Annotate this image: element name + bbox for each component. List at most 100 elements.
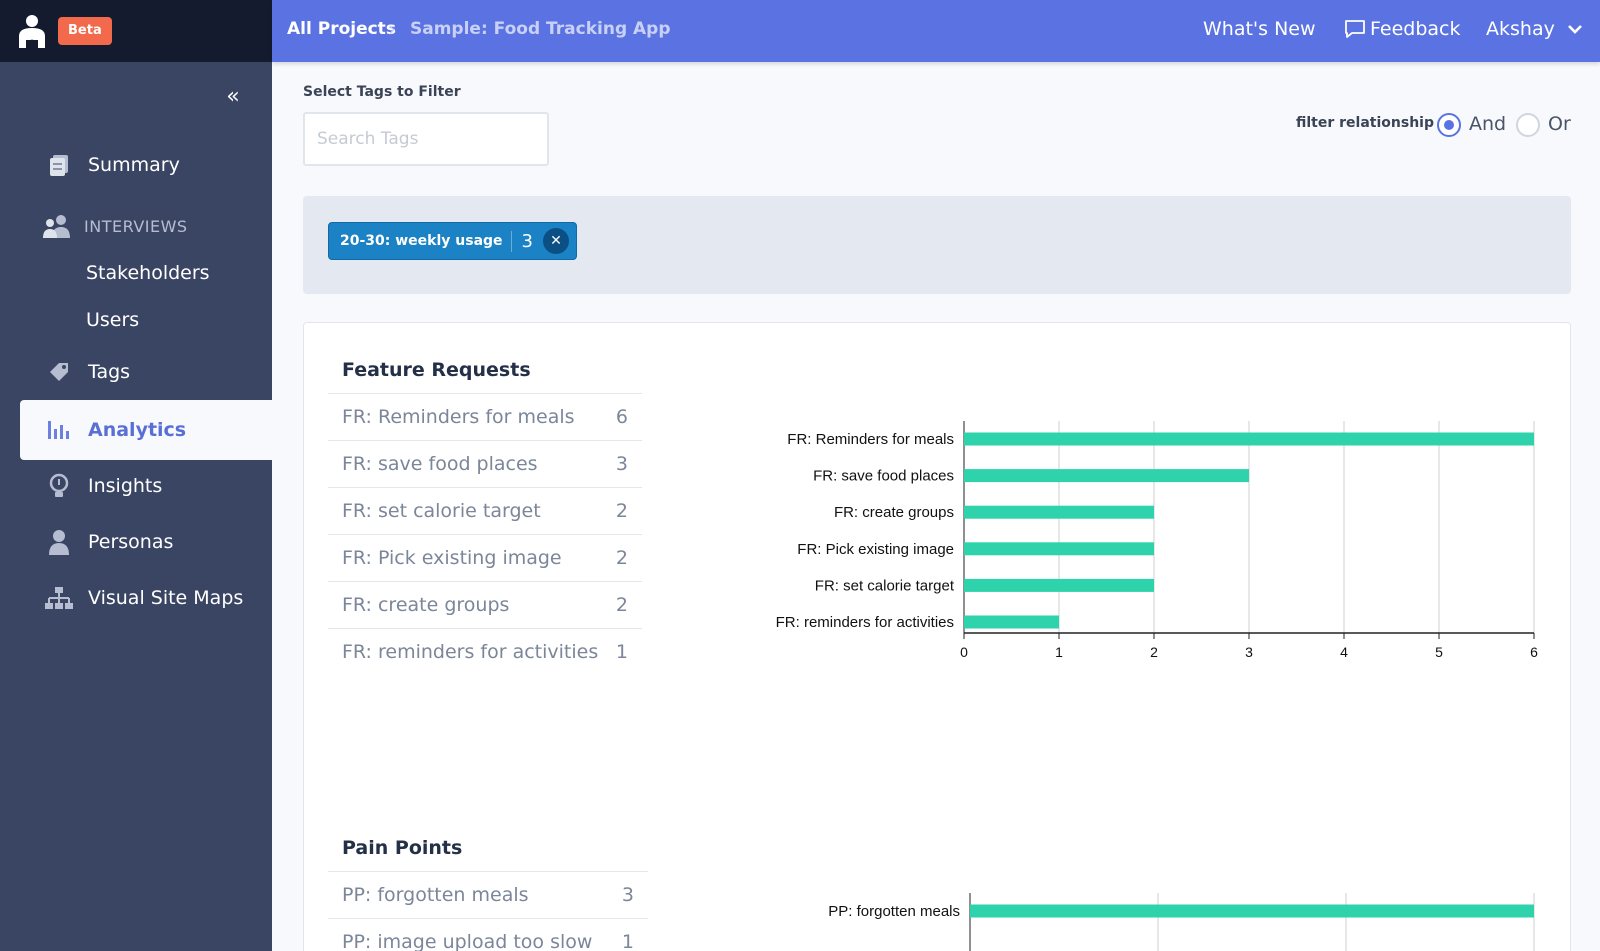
filter-label: Select Tags to Filter (303, 84, 461, 100)
beta-badge: Beta (58, 17, 112, 45)
sitemap-icon (44, 583, 74, 613)
list-item[interactable]: PP: image upload too slow 1 (328, 918, 648, 951)
tag-chip-count: 3 (510, 230, 543, 252)
person-icon (44, 527, 74, 557)
bar-label: FR: Reminders for meals (787, 431, 954, 448)
list-item-count: 6 (615, 406, 628, 428)
radio-or[interactable] (1516, 113, 1540, 137)
sidebar-item-label: Personas (88, 531, 174, 553)
top-header: All Projects › Sample: Food Tracking App… (272, 0, 1600, 62)
x-tick-label: 2 (1150, 644, 1158, 660)
sidebar-item-label: Tags (88, 361, 131, 383)
list-item-label: PP: image upload too slow (342, 931, 593, 951)
sidebar-item-tags[interactable]: Tags (20, 346, 272, 398)
user-menu[interactable]: Akshay (1486, 18, 1583, 40)
bar (964, 505, 1154, 519)
list-item[interactable]: FR: Reminders for meals 6 (328, 393, 642, 440)
sidebar-item-insights[interactable]: Insights (20, 460, 272, 512)
list-item-count: 2 (615, 547, 628, 569)
bar-label: FR: set calorie target (815, 577, 955, 594)
sidebar-section-label: INTERVIEWS (84, 216, 188, 236)
feature-requests-chart: FR: Reminders for meals FR: save food pla… (776, 421, 1538, 660)
list-item-label: FR: save food places (342, 453, 538, 475)
chevron-right-icon: › (388, 17, 396, 41)
bar (970, 904, 1534, 918)
list-item-label: FR: Pick existing image (342, 547, 562, 569)
section-title-feature-requests: Feature Requests (342, 359, 531, 381)
x-tick-label: 0 (960, 644, 968, 660)
sidebar-item-personas[interactable]: Personas (20, 516, 272, 568)
sidebar-item-summary[interactable]: Summary (20, 139, 272, 191)
speech-bubble-icon (1345, 20, 1365, 38)
remove-tag-icon[interactable]: ✕ (543, 228, 569, 254)
lightbulb-icon (44, 471, 74, 501)
list-item[interactable]: FR: save food places 3 (328, 440, 642, 487)
sidebar-item-visual-site-maps[interactable]: Visual Site Maps (20, 572, 272, 624)
tag-icon (44, 357, 74, 387)
whats-new-link[interactable]: What's New (1203, 18, 1316, 40)
selected-tags-area: 20-30: weekly usage 3 ✕ (303, 196, 1571, 294)
app-logo-icon[interactable] (16, 14, 48, 50)
bar-label: PP: forgotten meals (828, 903, 960, 920)
analytics-icon (44, 415, 74, 445)
sidebar-section-interviews: INTERVIEWS (20, 206, 188, 246)
bar-label: FR: create groups (834, 504, 954, 521)
breadcrumb-current-project: Sample: Food Tracking App (410, 19, 671, 39)
logo-bar: Beta (0, 0, 272, 62)
x-tick-label: 6 (1530, 644, 1538, 660)
collapse-sidebar-icon[interactable]: « (226, 84, 240, 109)
sidebar-item-label: Insights (88, 475, 163, 497)
bar (964, 615, 1059, 629)
list-item-count: 3 (621, 884, 634, 906)
radio-or-label[interactable]: Or (1548, 113, 1571, 135)
breadcrumb-all-projects[interactable]: All Projects (287, 19, 396, 39)
bar (964, 578, 1154, 592)
pain-points-chart: PP: forgotten meals (828, 893, 1535, 951)
user-name: Akshay (1486, 18, 1555, 40)
list-item-label: FR: set calorie target (342, 500, 541, 522)
chevron-down-icon (1567, 25, 1582, 34)
list-item-count: 3 (615, 453, 628, 475)
tag-chip-label: 20-30: weekly usage (340, 233, 503, 249)
list-item[interactable]: FR: create groups 2 (328, 581, 642, 628)
bar (964, 432, 1534, 446)
sidebar-item-users[interactable]: Users (86, 309, 140, 331)
tag-chip[interactable]: 20-30: weekly usage 3 ✕ (328, 222, 577, 260)
feature-requests-list: FR: Reminders for meals 6 FR: save food p… (328, 393, 642, 675)
search-tags-input[interactable] (303, 112, 549, 166)
bar (964, 542, 1154, 556)
feedback-link[interactable]: Feedback (1344, 18, 1460, 40)
list-item[interactable]: PP: forgotten meals 3 (328, 871, 648, 918)
pain-points-list: PP: forgotten meals 3 PP: image upload to… (328, 871, 648, 951)
bar-label: FR: reminders for activities (776, 614, 954, 631)
list-item-count: 2 (615, 594, 628, 616)
list-item-count: 1 (615, 641, 628, 663)
bar (964, 469, 1249, 483)
feedback-label: Feedback (1370, 18, 1461, 40)
radio-and-label[interactable]: And (1469, 113, 1507, 135)
list-item-label: FR: reminders for activities (342, 641, 599, 663)
list-item-label: FR: Reminders for meals (342, 406, 575, 428)
list-item-label: PP: forgotten meals (342, 884, 529, 906)
list-item-label: FR: create groups (342, 594, 510, 616)
sidebar-item-label: Analytics (88, 419, 187, 441)
sidebar: Beta « Summary INTERVIEWS Stakeholders U… (0, 0, 272, 951)
list-item-count: 1 (621, 931, 634, 951)
bar-label: FR: save food places (813, 468, 954, 485)
section-title-pain-points: Pain Points (342, 837, 463, 859)
sidebar-item-label: Summary (88, 154, 180, 176)
analytics-card: Feature Requests FR: Reminders for meals… (303, 322, 1571, 951)
filter-relationship-label: filter relationship (1296, 115, 1434, 131)
sidebar-item-stakeholders[interactable]: Stakeholders (86, 262, 210, 284)
x-tick-label: 5 (1435, 644, 1443, 660)
list-item[interactable]: FR: reminders for activities 1 (328, 628, 642, 675)
bar-label: FR: Pick existing image (797, 541, 954, 558)
radio-and[interactable] (1437, 113, 1461, 137)
sidebar-item-label: Visual Site Maps (88, 587, 244, 609)
interviews-icon (42, 211, 72, 241)
summary-icon (44, 150, 74, 180)
list-item-count: 2 (615, 500, 628, 522)
sidebar-item-analytics[interactable]: Analytics (20, 400, 272, 460)
list-item[interactable]: FR: set calorie target 2 (328, 487, 642, 534)
list-item[interactable]: FR: Pick existing image 2 (328, 534, 642, 581)
